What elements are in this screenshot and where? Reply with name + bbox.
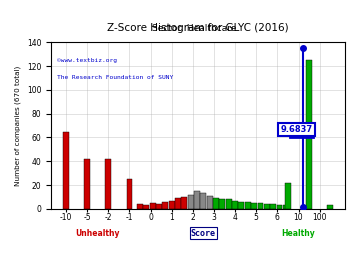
Bar (270, 204, 276, 209)
Text: ©www.textbiz.org: ©www.textbiz.org (57, 58, 117, 63)
Bar (201, 193, 206, 209)
Bar (150, 203, 156, 209)
Text: Unhealthy: Unhealthy (76, 229, 120, 238)
Bar (220, 200, 225, 209)
Text: Healthy: Healthy (282, 229, 315, 238)
Bar (126, 179, 132, 209)
Bar (283, 205, 289, 209)
Title: Z-Score Histogram for GLYC (2016): Z-Score Histogram for GLYC (2016) (107, 23, 289, 33)
Bar (238, 202, 244, 209)
Bar (251, 203, 257, 209)
Text: 9.6837: 9.6837 (280, 125, 312, 134)
Bar (105, 159, 111, 209)
Bar (264, 204, 270, 209)
Bar (207, 196, 213, 209)
Bar (194, 191, 200, 209)
Bar (232, 201, 238, 209)
Bar (156, 204, 162, 209)
Text: The Research Foundation of SUNY: The Research Foundation of SUNY (57, 75, 174, 80)
Bar (181, 197, 187, 209)
Bar (63, 131, 69, 209)
Text: Sector: Healthcare: Sector: Healthcare (152, 24, 237, 33)
Bar (137, 204, 143, 209)
Bar (143, 205, 149, 209)
Bar (188, 195, 194, 209)
Bar (175, 198, 181, 209)
Bar (84, 159, 90, 209)
Text: Score: Score (191, 229, 216, 238)
Bar (276, 205, 283, 209)
Y-axis label: Number of companies (670 total): Number of companies (670 total) (15, 65, 22, 186)
Bar (257, 203, 264, 209)
Bar (327, 205, 333, 209)
Bar (162, 202, 168, 209)
Bar (226, 200, 232, 209)
Bar (245, 202, 251, 209)
Bar (213, 198, 219, 209)
Bar (285, 183, 291, 209)
Bar (306, 60, 312, 209)
Bar (169, 201, 175, 209)
